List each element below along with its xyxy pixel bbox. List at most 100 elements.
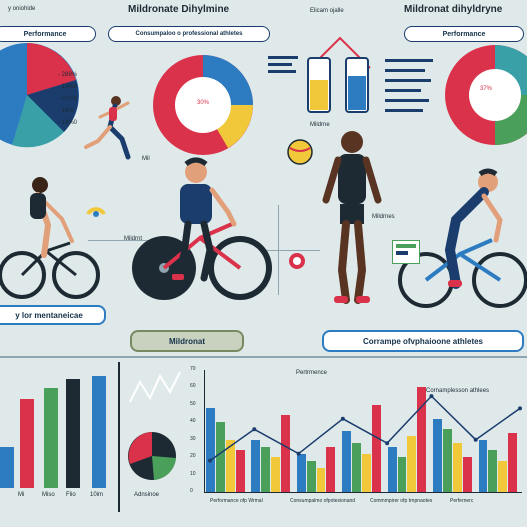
pie-left-slice-navy — [27, 80, 79, 132]
banner-mentaneicae-text: y lor mentaneicae — [15, 310, 83, 320]
bottom-center-pie-caption: Adnsinoe — [134, 492, 160, 498]
bottom-right-bar — [387, 446, 397, 492]
bottom-right-bar — [417, 387, 427, 492]
male-cyclist-illustration — [132, 157, 272, 300]
banner-consumption-top-text: Consumpaloo o professional athletes — [135, 31, 243, 37]
connector-line-1 — [88, 240, 158, 241]
section-divider — [0, 356, 527, 358]
center-legend-lines — [268, 52, 308, 92]
bottom-left-x-label: Flio — [66, 492, 76, 498]
banner-athletes-consumption-text: Corrampe ofvphaioone athletes — [362, 336, 484, 346]
pie-left-label: - 16% — [58, 108, 74, 114]
banner-performance-right: Performance — [404, 26, 524, 42]
banner-performance-right-text: Performance — [442, 30, 486, 38]
male-cyclist-legs — [174, 220, 214, 282]
runner-caption: Mildrnes — [372, 214, 395, 220]
bottom-right-bar — [316, 467, 326, 492]
right-cyclist-arm — [481, 193, 503, 243]
bottom-right-bar — [215, 422, 225, 492]
pie-center-hole — [175, 77, 231, 133]
bottom-right-y-tick: 0 — [190, 488, 193, 494]
bottom-right-bar — [498, 460, 508, 492]
bottom-right-bar — [452, 443, 462, 492]
bottom-right-annotation-1: Pertrmence — [296, 370, 328, 376]
bottom-center-pie-red — [128, 432, 152, 464]
bottom-right-bar — [206, 408, 215, 492]
gauge-icon — [86, 207, 106, 217]
cyclist-tag: Mildrnt — [124, 236, 143, 242]
right-cyclist-body — [444, 187, 489, 289]
bottom-right-trend-point — [473, 437, 478, 442]
bottom-right-trend-point — [518, 406, 522, 411]
male-cyclist-arm — [209, 187, 237, 227]
standing-athlete-arms — [322, 156, 382, 204]
bottom-right-bar — [261, 446, 271, 492]
flask-right-liquid — [348, 76, 366, 110]
bottom-right-x-label: Commmpirer ofp trnpnaotes — [370, 498, 433, 504]
banner-mentaneicae: y lor mentaneicae — [0, 305, 106, 325]
female-cyclist-top — [30, 193, 46, 219]
bottom-right-bar — [478, 439, 488, 492]
female-cyclist-illustration — [0, 177, 100, 299]
standing-athlete-head — [341, 131, 363, 153]
bottom-right-bar — [342, 431, 352, 492]
flask-tag: Mildrne — [310, 122, 330, 128]
bottom-left-bar — [92, 376, 106, 488]
pie-left-slice-red — [27, 43, 76, 95]
female-cyclist-frame — [20, 241, 77, 277]
standing-athlete-shoe-left — [334, 296, 348, 303]
bottom-right-bar — [488, 450, 498, 492]
bottom-left-bar — [0, 447, 14, 488]
right-cyclist-illustration — [398, 168, 527, 308]
pie-left-slice-teal — [12, 95, 64, 148]
bottom-right-trend-point — [208, 458, 212, 463]
standing-athlete-shoe-right — [356, 296, 370, 303]
pie-left-label: - 21%6 — [58, 96, 78, 102]
standing-athlete-illustration — [322, 131, 382, 304]
pie-center-label: 30% — [197, 100, 210, 106]
standing-athlete-legs — [337, 220, 367, 304]
female-cyclist-head — [32, 177, 48, 193]
banner-mildronat: Mildronat — [130, 330, 244, 352]
bottom-right-y-tick: 70 — [190, 366, 196, 372]
bottom-right-x-label: Performance ofp Wrmal — [210, 498, 263, 504]
runner-illustration — [84, 96, 131, 160]
standing-athlete-tank — [338, 154, 366, 204]
bottom-right-bar — [225, 439, 235, 492]
bottom-right-bar — [296, 453, 306, 492]
banner-consumption-top: Consumpaloo o professional athletes — [108, 26, 270, 42]
female-cyclist-rear-wheel — [0, 251, 46, 299]
banner-performance-left-text: Performance — [23, 30, 67, 38]
pie-left-label: - 18%0 — [58, 120, 78, 126]
right-cyclist-frame — [424, 238, 502, 282]
document-icon — [392, 240, 420, 264]
bottom-right-y-tick: 10 — [190, 470, 196, 477]
bottom-right-trend-point — [252, 427, 257, 432]
runner-leg-back — [84, 125, 112, 149]
bottom-right-bar — [397, 457, 407, 492]
bottom-right-bar — [443, 429, 452, 492]
runner-tag: Mil — [142, 156, 150, 162]
ball-icon — [287, 139, 313, 165]
bottom-left-bar — [66, 379, 80, 488]
bottom-right-x-label: Perfernerc — [450, 498, 474, 504]
bottom-center-line-chart — [129, 371, 181, 403]
bottom-right-bar — [306, 460, 316, 492]
flask-left-liquid — [310, 80, 328, 110]
bottom-right-bar — [371, 404, 381, 492]
bottom-right-y-tick: 50 — [190, 400, 196, 407]
banner-athletes-consumption: Corrampe ofvphaioone athletes — [322, 330, 524, 352]
bottom-right-y-tick: 40 — [190, 418, 196, 425]
bottom-right-bar — [326, 446, 336, 492]
connector-line-3 — [278, 205, 279, 295]
bottom-right-annotation-2: Cornamplesson athlees — [426, 388, 490, 394]
bottom-right-bar — [235, 450, 245, 492]
bottom-right-bar — [433, 418, 443, 492]
flasks-illustration — [307, 36, 371, 113]
bottom-right-bar — [352, 443, 362, 492]
right-cyclist-head — [478, 172, 498, 192]
pie-left-label: - 289% — [58, 72, 78, 78]
bottom-right-chart: 0 10 20 30 40 50 60 70 Pertrmence Cornamplesson… — [190, 362, 527, 522]
bottom-left-x-label: Mi — [18, 492, 25, 498]
